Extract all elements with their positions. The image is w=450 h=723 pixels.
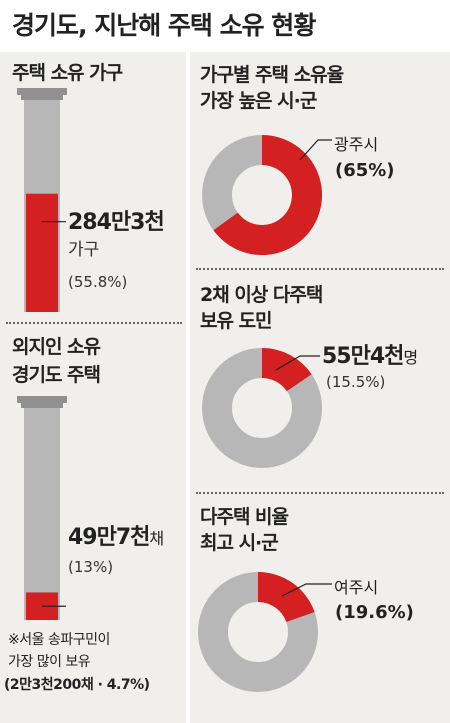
multi-ratio-percent-label: (19.6%) <box>335 602 414 623</box>
ownership-rate-slice <box>213 135 322 255</box>
chart-title-multi-ratio-line1: 다주택 비율 <box>200 506 289 528</box>
left-divider <box>6 322 182 324</box>
outsider-count-value: 49만7천채 <box>68 525 165 550</box>
multi-owner-percent-label: (15.5%) <box>326 373 386 391</box>
household-unit: 가구 <box>68 240 100 260</box>
note-line-1: ※서울 송파구민이 <box>8 632 110 648</box>
outsider-percent-label: (13%) <box>68 558 114 576</box>
note-line-2: 가장 많이 보유 <box>8 654 91 670</box>
multi-ratio-city-label: 여주시 <box>334 578 379 597</box>
ownership-rate-callout-line <box>299 139 332 161</box>
multi-ratio-slice <box>258 572 315 623</box>
chart-title-household-ownership: 주택 소유 가구 <box>12 62 123 84</box>
note-line-3: (2만3천200채 · 4.7%) <box>4 677 150 693</box>
chart-title-multi-owner-line1: 2채 이상 다주택 <box>200 284 323 306</box>
chart-title-outsider-line2: 경기도 주택 <box>12 364 101 386</box>
multi-owner-callout-line <box>275 355 320 371</box>
multi-owner-slice <box>262 348 312 392</box>
right-divider-1 <box>196 268 444 270</box>
chart-title-multi-ratio-line2: 최고 시·군 <box>200 532 279 554</box>
multi-ratio-callout-line <box>281 583 332 597</box>
outsider-bar-cap <box>17 396 67 403</box>
chart-title-ownership-rate-line2: 가장 높은 시·군 <box>200 90 317 112</box>
right-divider-2 <box>196 492 444 494</box>
household-bar-cap <box>17 88 67 95</box>
outsider-bar-neck <box>21 403 63 408</box>
multi-owner-count-value: 55만4천명 <box>322 344 419 369</box>
household-count-value: 284만3천 <box>68 210 165 235</box>
outsider-bar-track <box>24 408 60 620</box>
ownership-rate-percent-label: (65%) <box>335 160 395 181</box>
chart-title-outsider-line1: 외지인 소유 <box>12 336 101 358</box>
household-percent-label: (55.8%) <box>68 273 128 291</box>
ownership-rate-city-label: 광주시 <box>334 135 379 154</box>
household-bar-fill <box>26 193 58 312</box>
chart-title-multi-owner-line2: 보유 도민 <box>200 310 273 332</box>
household-bar-neck <box>21 95 63 100</box>
page-title: 경기도, 지난해 주택 소유 현황 <box>12 11 316 40</box>
chart-title-ownership-rate-line1: 가구별 주택 소유율 <box>200 64 344 86</box>
